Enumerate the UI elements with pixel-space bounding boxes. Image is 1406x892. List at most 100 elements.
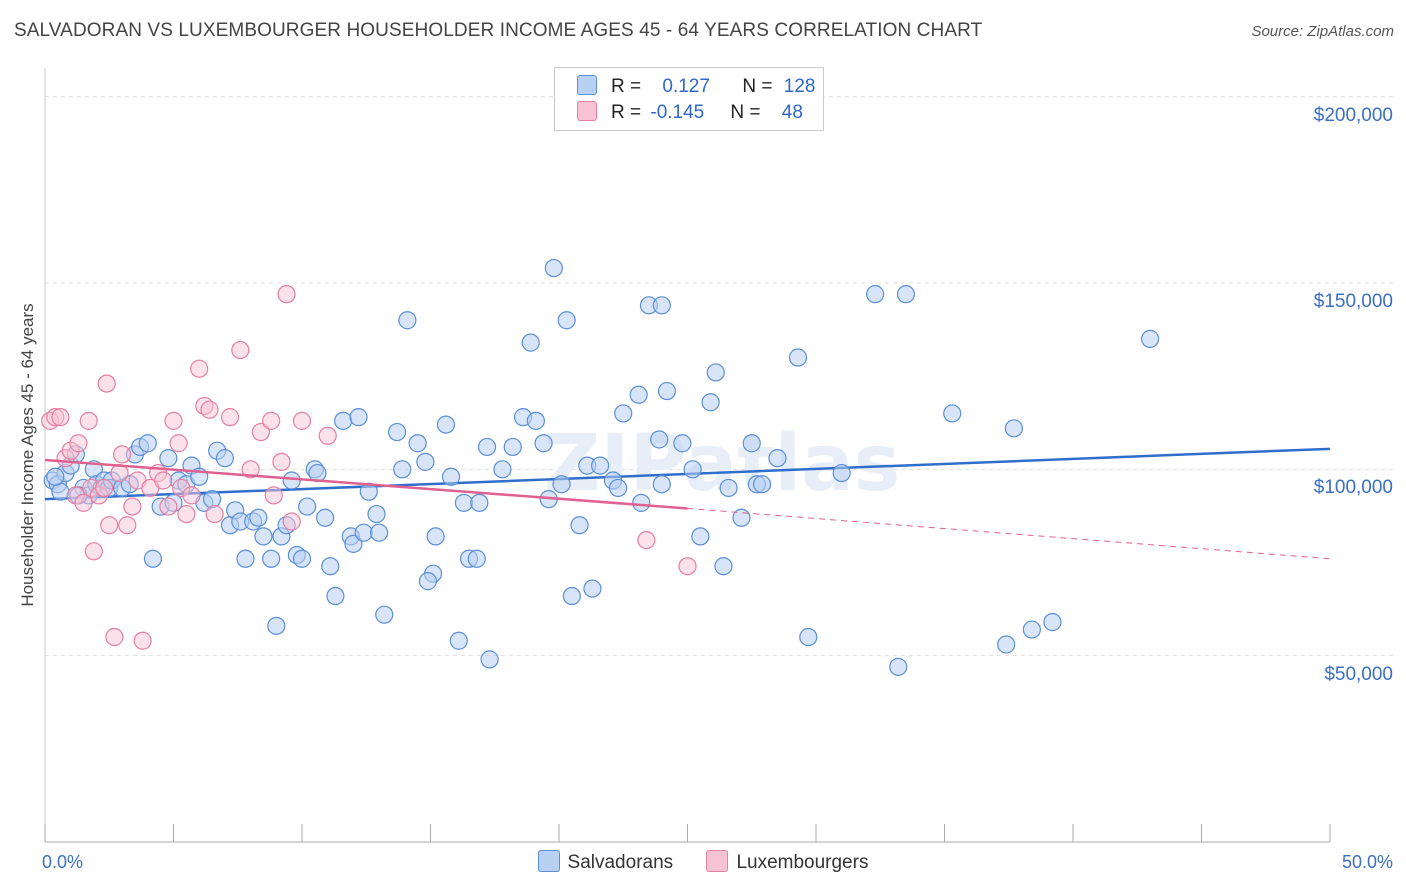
- legend-row-salvadorans: R = 0.127 N = 128: [577, 74, 816, 100]
- point-salvadorans: [436, 415, 456, 434]
- point-salvadorans: [467, 549, 486, 568]
- point-salvadorans: [292, 549, 312, 568]
- point-salvadorans: [742, 434, 761, 453]
- series-legend: Salvadorans Luxembourgers: [0, 850, 1406, 874]
- point-salvadorans: [534, 434, 553, 453]
- point-salvadorans: [480, 650, 499, 669]
- point-luxembourgers: [241, 460, 260, 479]
- point-salvadorans: [441, 467, 461, 486]
- point-luxembourgers: [272, 452, 291, 471]
- point-salvadorans: [1022, 620, 1041, 639]
- point-salvadorans: [375, 605, 394, 624]
- point-salvadorans: [449, 631, 468, 650]
- point-salvadorans: [46, 467, 65, 486]
- point-salvadorans: [254, 527, 273, 546]
- point-salvadorans: [752, 475, 772, 494]
- point-luxembourgers: [105, 627, 124, 647]
- point-salvadorans: [387, 422, 407, 442]
- point-salvadorans: [321, 557, 340, 576]
- legend-r-label: R =: [611, 76, 647, 97]
- point-salvadorans: [629, 385, 648, 404]
- legend-item-luxembourgers[interactable]: Luxembourgers: [706, 850, 868, 874]
- point-salvadorans: [673, 434, 692, 453]
- point-salvadorans: [408, 434, 427, 453]
- point-luxembourgers: [205, 504, 224, 524]
- point-salvadorans: [344, 534, 363, 553]
- legend-n-label: N =: [730, 102, 766, 123]
- legend-item-salvadorans[interactable]: Salvadorans: [537, 850, 674, 874]
- legend-row-luxembourgers: R = -0.145 N = 48: [577, 100, 803, 126]
- point-salvadorans: [650, 430, 669, 449]
- point-luxembourgers: [200, 400, 219, 419]
- point-salvadorans: [609, 478, 628, 498]
- point-luxembourgers: [133, 631, 152, 650]
- point-salvadorans: [832, 463, 851, 483]
- point-salvadorans: [552, 475, 571, 494]
- point-salvadorans: [349, 408, 368, 427]
- point-salvadorans: [236, 549, 255, 568]
- point-luxembourgers: [264, 486, 283, 505]
- point-salvadorans: [691, 527, 710, 546]
- legend-n-value: 48: [781, 102, 803, 123]
- point-luxembourgers: [123, 497, 142, 516]
- point-luxembourgers: [678, 557, 697, 576]
- legend-r-label: R =: [611, 102, 647, 123]
- point-salvadorans: [470, 493, 489, 512]
- legend-swatch-blue: [577, 74, 597, 95]
- point-luxembourgers: [220, 408, 240, 427]
- point-salvadorans: [454, 493, 474, 512]
- point-salvadorans: [889, 657, 908, 676]
- point-luxembourgers: [292, 411, 312, 430]
- point-salvadorans: [159, 449, 178, 468]
- point-luxembourgers: [318, 426, 337, 445]
- point-salvadorans: [249, 508, 268, 527]
- point-luxembourgers: [118, 516, 137, 535]
- point-salvadorans: [367, 504, 386, 524]
- point-luxembourgers: [74, 493, 93, 512]
- legend-label-salvadorans: Salvadorans: [567, 852, 674, 874]
- point-salvadorans: [477, 437, 497, 457]
- point-salvadorans: [503, 437, 522, 457]
- point-luxembourgers: [277, 285, 296, 304]
- point-salvadorans: [583, 579, 602, 598]
- point-salvadorans: [788, 348, 808, 367]
- point-salvadorans: [316, 508, 335, 527]
- point-salvadorans: [393, 460, 412, 479]
- x-tick-label-max: 50.0%: [1341, 852, 1393, 872]
- legend-n-label: N =: [742, 76, 778, 97]
- point-luxembourgers: [282, 512, 301, 531]
- point-luxembourgers: [182, 486, 201, 505]
- point-salvadorans: [896, 285, 916, 304]
- point-salvadorans: [562, 586, 581, 606]
- point-salvadorans: [326, 586, 345, 606]
- swatch-luxembourgers: [706, 850, 729, 872]
- point-salvadorans: [866, 285, 885, 304]
- point-salvadorans: [215, 449, 234, 468]
- point-salvadorans: [526, 411, 545, 430]
- legend-r-value: -0.145: [650, 102, 705, 123]
- point-salvadorans: [416, 452, 435, 471]
- source-label: Source: ZipAtlas.com: [1251, 23, 1394, 40]
- point-salvadorans: [591, 456, 610, 475]
- point-salvadorans: [202, 490, 222, 509]
- point-salvadorans: [354, 523, 373, 542]
- point-luxembourgers: [112, 445, 132, 464]
- point-salvadorans: [570, 516, 589, 535]
- legend-n-value: 128: [783, 76, 816, 97]
- point-salvadorans: [768, 449, 787, 468]
- point-salvadorans: [706, 363, 725, 382]
- point-salvadorans: [557, 311, 576, 330]
- point-luxembourgers: [262, 411, 281, 430]
- swatch-salvadorans: [537, 850, 560, 872]
- legend-swatch-pink: [577, 100, 597, 121]
- point-luxembourgers: [97, 374, 116, 393]
- point-salvadorans: [521, 333, 540, 352]
- point-salvadorans: [426, 527, 445, 546]
- point-salvadorans: [683, 460, 702, 479]
- point-luxembourgers: [159, 497, 178, 516]
- trendline-luxembourgers: [44, 458, 688, 510]
- point-salvadorans: [997, 635, 1016, 654]
- point-salvadorans: [714, 557, 733, 576]
- trendline-luxembourgers-extension: [687, 507, 1331, 560]
- point-salvadorans: [799, 627, 818, 647]
